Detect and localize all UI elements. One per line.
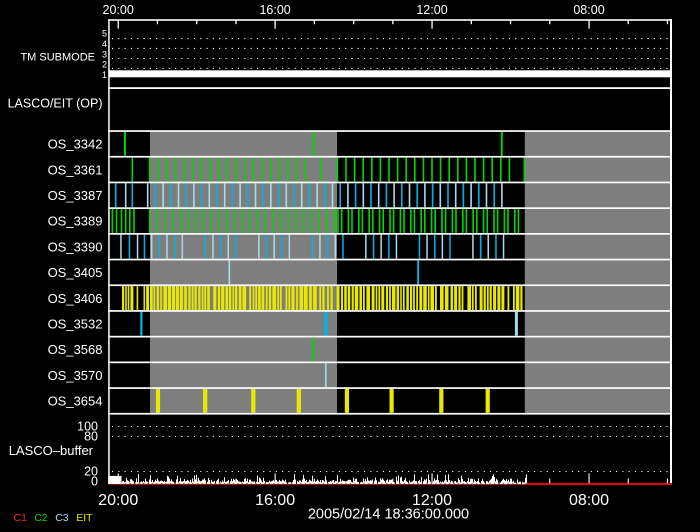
- svg-text:EIT: EIT: [76, 512, 93, 524]
- svg-text:1: 1: [102, 70, 107, 80]
- svg-text:12:00: 12:00: [412, 492, 452, 509]
- svg-text:OS_3406: OS_3406: [48, 291, 103, 306]
- svg-text:16:00: 16:00: [259, 3, 290, 17]
- svg-text:100: 100: [77, 420, 98, 434]
- svg-text:TM SUBMODE: TM SUBMODE: [20, 51, 95, 63]
- svg-text:OS_3570: OS_3570: [48, 368, 103, 383]
- svg-text:OS_3361: OS_3361: [48, 162, 103, 177]
- svg-text:20:00: 20:00: [98, 492, 138, 509]
- svg-text:20: 20: [84, 465, 98, 479]
- svg-text:16:00: 16:00: [255, 492, 295, 509]
- svg-text:C1: C1: [14, 512, 28, 524]
- svg-text:OS_3532: OS_3532: [48, 317, 103, 332]
- svg-text:OS_3405: OS_3405: [48, 265, 103, 280]
- svg-text:0: 0: [91, 475, 98, 489]
- svg-text:OS_3387: OS_3387: [48, 188, 103, 203]
- svg-text:08:00: 08:00: [569, 492, 609, 509]
- svg-text:12:00: 12:00: [416, 3, 447, 17]
- svg-text:OS_3568: OS_3568: [48, 342, 103, 357]
- svg-text:OS_3389: OS_3389: [48, 214, 103, 229]
- svg-text:2005/02/14 18:36:00.000: 2005/02/14 18:36:00.000: [308, 506, 469, 522]
- svg-text:08:00: 08:00: [573, 3, 604, 17]
- svg-text:OS_3390: OS_3390: [48, 239, 103, 254]
- svg-text:5: 5: [102, 29, 107, 39]
- svg-text:C2: C2: [34, 512, 48, 524]
- svg-text:2: 2: [102, 59, 107, 69]
- svg-text:OS_3342: OS_3342: [48, 137, 103, 152]
- svg-text:80: 80: [84, 430, 98, 444]
- svg-text:4: 4: [102, 39, 107, 49]
- svg-text:LASCO–buffer: LASCO–buffer: [9, 443, 94, 458]
- svg-text:20:00: 20:00: [103, 3, 134, 17]
- svg-text:C3: C3: [55, 512, 69, 524]
- svg-text:3: 3: [102, 50, 107, 60]
- svg-text:OS_3654: OS_3654: [48, 394, 103, 409]
- svg-text:LASCO/EIT (OP): LASCO/EIT (OP): [8, 97, 103, 111]
